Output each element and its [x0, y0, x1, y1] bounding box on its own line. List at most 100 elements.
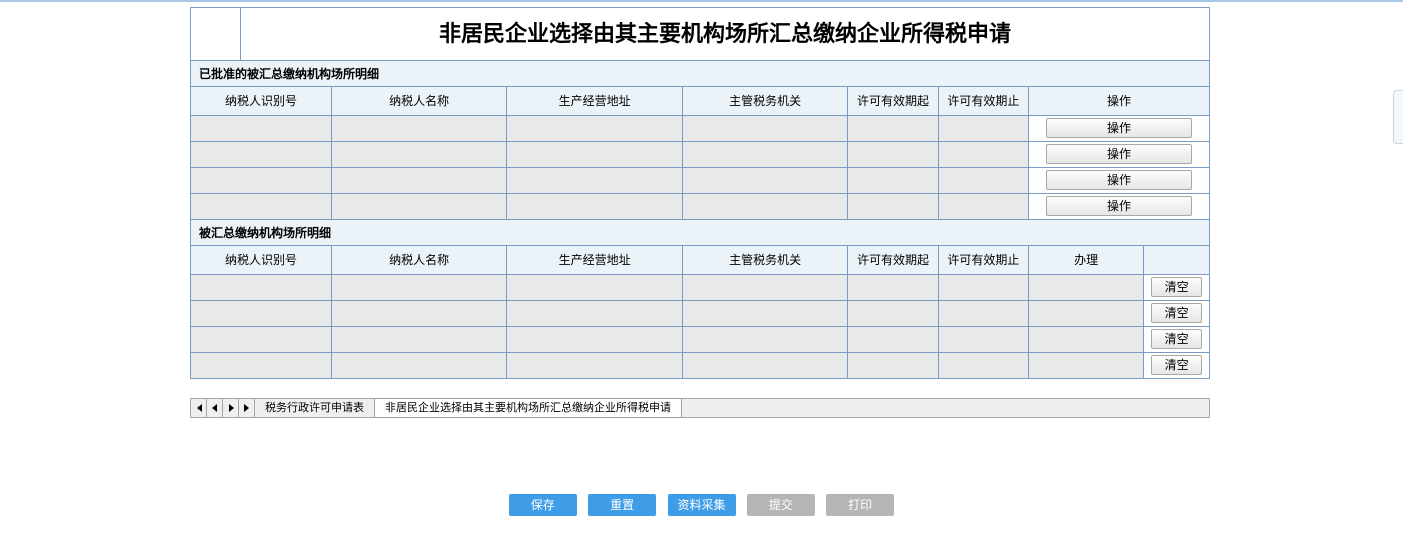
tab-nav-first-icon[interactable] [191, 399, 207, 417]
input-cell[interactable] [507, 327, 682, 352]
input-cell[interactable] [191, 194, 331, 220]
data-cell [848, 115, 938, 141]
input-cell[interactable] [848, 116, 937, 141]
operate-button[interactable]: 操作 [1046, 144, 1192, 164]
input-cell[interactable] [683, 116, 847, 141]
input-cell[interactable] [1029, 327, 1143, 352]
approved-col-header: 操作 [1028, 87, 1209, 115]
input-cell[interactable] [507, 168, 682, 193]
input-cell[interactable] [1029, 353, 1143, 379]
data-cell [507, 274, 683, 300]
table-row: 清空 [191, 352, 1209, 378]
input-cell[interactable] [683, 275, 847, 300]
input-cell[interactable] [191, 275, 331, 300]
pending-col-header [1144, 246, 1209, 274]
input-cell[interactable] [939, 327, 1028, 352]
reset-button[interactable]: 重置 [588, 494, 656, 516]
data-cell [191, 115, 331, 141]
input-cell[interactable] [1029, 301, 1143, 326]
input-cell[interactable] [191, 142, 331, 167]
data-cell [507, 300, 683, 326]
input-cell[interactable] [683, 168, 847, 193]
input-cell[interactable] [939, 116, 1028, 141]
data-cell [938, 326, 1028, 352]
input-cell[interactable] [848, 142, 937, 167]
input-cell[interactable] [848, 194, 937, 220]
save-button[interactable]: 保存 [509, 494, 577, 516]
input-cell[interactable] [332, 301, 507, 326]
operate-button[interactable]: 操作 [1046, 170, 1192, 190]
input-cell[interactable] [332, 142, 507, 167]
tab-nav-prev-icon[interactable] [207, 399, 223, 417]
input-cell[interactable] [191, 168, 331, 193]
input-cell[interactable] [191, 116, 331, 141]
data-cell [331, 352, 507, 378]
table-row: 操作 [191, 167, 1209, 193]
input-cell[interactable] [939, 142, 1028, 167]
input-cell[interactable] [191, 353, 331, 379]
input-cell[interactable] [507, 301, 682, 326]
data-cell [191, 352, 331, 378]
input-cell[interactable] [939, 194, 1028, 220]
action-cell: 操作 [1028, 115, 1209, 141]
collect-button[interactable]: 资料采集 [668, 494, 736, 516]
input-cell[interactable] [848, 327, 937, 352]
data-cell [848, 141, 938, 167]
clear-button[interactable]: 清空 [1151, 329, 1202, 349]
clear-button[interactable]: 清空 [1151, 355, 1202, 375]
table-row: 清空 [191, 326, 1209, 352]
input-cell[interactable] [1029, 275, 1143, 300]
input-cell[interactable] [848, 168, 937, 193]
tab-nav-last-icon[interactable] [239, 399, 255, 417]
data-cell [191, 141, 331, 167]
input-cell[interactable] [507, 353, 682, 379]
input-cell[interactable] [683, 142, 847, 167]
input-cell[interactable] [507, 116, 682, 141]
input-cell[interactable] [683, 327, 847, 352]
input-cell[interactable] [939, 301, 1028, 326]
input-cell[interactable] [332, 116, 507, 141]
input-cell[interactable] [939, 168, 1028, 193]
data-cell [331, 141, 507, 167]
input-cell[interactable] [848, 353, 937, 379]
section1-header: 已批准的被汇总缴纳机构场所明细 [191, 61, 1209, 87]
right-drawer-handle[interactable] [1393, 90, 1403, 144]
table-row: 操作 [191, 141, 1209, 167]
sheet-tab[interactable]: 非居民企业选择由其主要机构场所汇总缴纳企业所得税申请 [375, 399, 682, 417]
input-cell[interactable] [332, 194, 507, 220]
clear-button[interactable]: 清空 [1151, 277, 1202, 297]
data-cell [848, 300, 938, 326]
input-cell[interactable] [507, 142, 682, 167]
sheet-tab[interactable]: 税务行政许可申请表 [255, 399, 375, 417]
title-box-empty [191, 8, 241, 60]
data-cell [682, 274, 847, 300]
input-cell[interactable] [683, 194, 847, 220]
input-cell[interactable] [191, 327, 331, 352]
input-cell[interactable] [332, 327, 507, 352]
tab-nav-next-icon[interactable] [223, 399, 239, 417]
data-cell [331, 326, 507, 352]
data-cell [848, 274, 938, 300]
action-cell: 操作 [1028, 141, 1209, 167]
table-row: 清空 [191, 300, 1209, 326]
action-cell: 操作 [1028, 167, 1209, 193]
input-cell[interactable] [507, 194, 682, 220]
input-cell[interactable] [332, 353, 507, 379]
input-cell[interactable] [939, 275, 1028, 300]
input-cell[interactable] [848, 275, 937, 300]
input-cell[interactable] [191, 301, 331, 326]
data-cell [331, 274, 507, 300]
data-cell [938, 352, 1028, 378]
input-cell[interactable] [332, 168, 507, 193]
pending-table: 纳税人识别号纳税人名称生产经营地址主管税务机关许可有效期起许可有效期止办理 清空… [191, 246, 1209, 378]
input-cell[interactable] [332, 275, 507, 300]
clear-button[interactable]: 清空 [1151, 303, 1202, 323]
operate-button[interactable]: 操作 [1046, 196, 1192, 216]
data-cell [682, 300, 847, 326]
input-cell[interactable] [848, 301, 937, 326]
input-cell[interactable] [939, 353, 1028, 379]
input-cell[interactable] [683, 301, 847, 326]
input-cell[interactable] [683, 353, 847, 379]
input-cell[interactable] [507, 275, 682, 300]
operate-button[interactable]: 操作 [1046, 118, 1192, 138]
